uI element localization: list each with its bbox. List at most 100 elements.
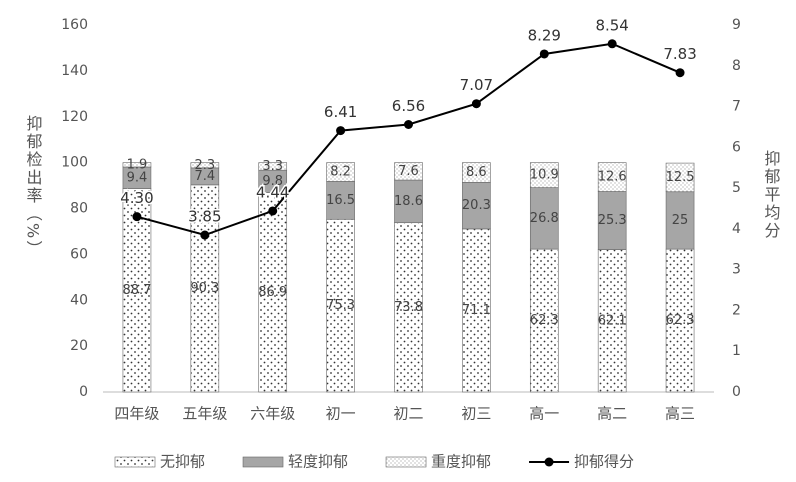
bar-segment — [122, 162, 152, 168]
y2-tick-label: 3 — [732, 262, 741, 278]
y-axis-label: 抑郁检出率（%） — [24, 115, 43, 258]
bar-segment — [394, 222, 423, 393]
line-point — [268, 206, 278, 216]
legend-swatch — [385, 456, 427, 468]
data-label: 62.1 — [598, 313, 627, 328]
x-tick-label: 高三 — [665, 405, 695, 423]
bar-segment — [665, 248, 695, 393]
x-tick-label: 初三 — [461, 405, 491, 423]
data-label: 10.9 — [530, 168, 559, 183]
bar-segment — [394, 162, 423, 181]
y2-tick-label: 9 — [732, 17, 741, 33]
data-label: 18.6 — [394, 194, 423, 209]
data-label: 16.5 — [326, 193, 355, 208]
line-point — [675, 68, 685, 78]
data-label: 7.6 — [398, 164, 419, 179]
y2-tick-label: 2 — [732, 302, 741, 318]
data-label: 8.2 — [330, 165, 351, 180]
data-label: 88.7 — [122, 283, 151, 298]
data-label: 20.3 — [462, 198, 491, 213]
bar-segment — [326, 162, 355, 182]
data-label: 62.3 — [666, 313, 695, 328]
bar-segment — [529, 162, 559, 188]
line-label: 4.30 — [120, 189, 153, 207]
data-label: 8.6 — [466, 165, 487, 180]
legend-label: 抑郁得分 — [574, 453, 634, 471]
bar-segment — [190, 184, 220, 393]
bar-segment — [190, 162, 220, 169]
line-label: 8.54 — [595, 16, 628, 34]
bar-segment — [665, 191, 695, 250]
x-tick-label: 初一 — [326, 405, 356, 423]
bar-segment — [597, 191, 627, 250]
line-point — [336, 126, 346, 136]
bar-segment — [462, 228, 491, 393]
data-label: 12.6 — [598, 170, 627, 185]
y2-tick-label: 4 — [732, 221, 741, 237]
line-label: 4.44 — [256, 183, 289, 201]
y2-tick-label: 0 — [732, 384, 741, 400]
bar-segment — [462, 162, 491, 183]
legend-label: 重度抑郁 — [431, 453, 491, 471]
data-label: 73.8 — [394, 300, 423, 315]
legend-label: 无抑郁 — [160, 453, 205, 471]
y2-tick-label: 1 — [732, 343, 741, 359]
data-label: 2.3 — [194, 158, 215, 173]
y2-tick-label: 7 — [732, 99, 741, 115]
data-label: 26.8 — [530, 211, 559, 226]
y-tick-label: 100 — [61, 155, 88, 171]
data-label: 25.3 — [598, 213, 627, 228]
y2-axis-label: 抑郁平均分 — [762, 150, 781, 240]
bar-segment — [258, 162, 288, 171]
data-label: 12.5 — [666, 170, 695, 185]
line-label: 8.29 — [528, 26, 561, 44]
x-tick-label: 六年级 — [250, 405, 295, 423]
x-tick-label: 五年级 — [182, 405, 227, 423]
y-tick-label: 120 — [61, 109, 88, 125]
line-point — [539, 49, 549, 59]
line-label: 6.56 — [392, 97, 425, 115]
data-label: 90.3 — [190, 281, 219, 296]
legend-label: 轻度抑郁 — [288, 453, 348, 471]
y2-tick-label: 6 — [732, 139, 741, 155]
y-tick-label: 60 — [70, 246, 88, 262]
y-tick-label: 0 — [79, 384, 88, 400]
y-tick-label: 80 — [70, 201, 88, 217]
legend-marker — [544, 457, 554, 467]
data-label: 7.4 — [194, 169, 215, 184]
bar-segment — [326, 218, 355, 393]
y-tick-label: 20 — [70, 338, 88, 354]
line-label: 7.83 — [663, 45, 696, 63]
line-label: 3.85 — [188, 208, 221, 226]
data-label: 75.3 — [326, 298, 355, 313]
line-point — [471, 99, 481, 109]
data-label: 62.3 — [530, 313, 559, 328]
data-label: 25 — [672, 213, 689, 228]
y2-tick-label: 8 — [732, 58, 741, 74]
y-tick-label: 40 — [70, 292, 88, 308]
bar-segment — [122, 188, 152, 393]
legend-swatch — [242, 456, 284, 468]
bar-segment — [665, 162, 695, 193]
line-label: 7.07 — [460, 76, 493, 94]
line-point — [200, 230, 210, 240]
y2-tick-label: 5 — [732, 180, 741, 196]
y-tick-label: 140 — [61, 63, 88, 79]
line-point — [607, 39, 617, 49]
data-label: 9.8 — [262, 174, 283, 189]
data-label: 9.4 — [127, 170, 148, 185]
data-label: 86.9 — [258, 285, 287, 300]
y-tick-label: 160 — [61, 17, 88, 33]
legend-swatch — [114, 456, 156, 468]
bar-segment — [529, 248, 559, 393]
bar-segment — [394, 179, 423, 224]
line-point — [132, 212, 142, 222]
data-label: 71.1 — [462, 303, 491, 318]
data-label: 1.9 — [127, 157, 148, 172]
x-tick-label: 高二 — [597, 405, 627, 423]
bar-segment — [597, 249, 627, 393]
x-tick-label: 四年级 — [114, 405, 159, 423]
x-tick-label: 高一 — [529, 405, 559, 423]
line-point — [404, 119, 413, 129]
